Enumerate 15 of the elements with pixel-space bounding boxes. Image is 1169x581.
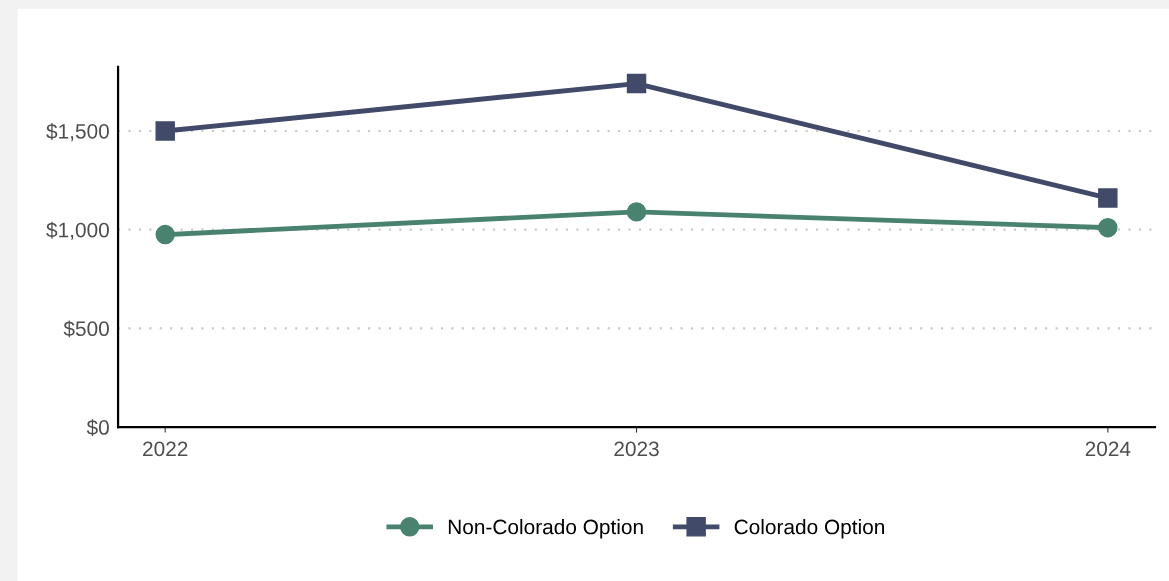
point (155, 121, 175, 141)
legend-label: Colorado Option (734, 519, 884, 539)
y-tick-label: $1,000 (46, 221, 109, 240)
y-tick-label: $1,500 (46, 123, 109, 142)
x-tick-label: 2023 (614, 441, 659, 457)
x-tick-label: 2024 (1085, 441, 1131, 457)
legend-label: Non-Colorado Option (448, 519, 643, 539)
x-tick-label: 2022 (143, 441, 188, 457)
point (626, 202, 647, 222)
y-tick-label: $0 (86, 419, 109, 437)
point (1098, 217, 1118, 238)
point (626, 73, 647, 94)
point (1098, 188, 1118, 208)
y-tick-label: $500 (63, 320, 109, 338)
point (155, 224, 175, 245)
